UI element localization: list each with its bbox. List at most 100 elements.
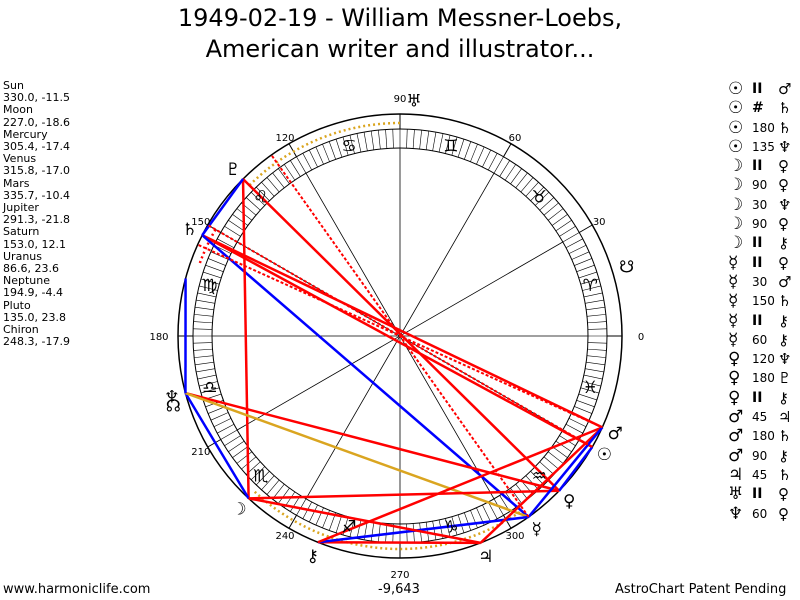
aspect-angle: 180 [752,429,775,444]
degree-tick [464,141,472,160]
planet-name-venus: Venus [3,152,37,166]
degree-tick [582,381,601,387]
degree-tick [583,374,603,380]
degree-tick [217,423,235,434]
aspect-angle: 180 [752,120,775,135]
degree-label: 90 [394,94,407,105]
aspect-line [241,179,250,499]
degree-tick [555,219,572,232]
planet-glyph-mercury: ☿ [531,519,541,539]
degree-tick [504,164,517,181]
degree-label: 210 [191,447,210,458]
aspect-row: ☽ 90 ♀ [728,214,794,234]
aspect-planet2-glyph: ♆ [778,350,792,369]
zodiac-sign-glyph: ♒ [532,466,547,486]
aspect-planet2-glyph: ⚷ [778,388,789,407]
footer-patent: AstroChart Patent Pending [615,582,787,597]
aspect-row: ♃ 45 ♄ [728,464,794,485]
planet-glyph-neptune: ♆ [164,388,179,408]
zodiac-sign-glyph: ♊ [443,137,458,157]
dotted-arc [253,490,523,551]
degree-tick [535,191,550,206]
sign-divider [579,224,593,233]
degree-tick [432,132,437,151]
degree-tick [576,264,595,272]
aspect-angle: II [752,235,763,252]
degree-tick [342,136,349,156]
degree-tick [250,191,265,206]
degree-tick [194,355,214,358]
aspect-planet1-glyph: ☉ [728,79,744,99]
degree-tick [228,219,245,232]
degree-tick [585,368,604,373]
degree-tick [296,498,307,516]
aspect-planet1-glyph: ♃ [728,464,744,485]
degree-tick [194,361,214,366]
aspect-planet2-glyph: ♄ [778,99,792,118]
aspect-angle: 135 [752,139,775,154]
aspect-row: ☽ 30 ♆ [728,195,794,215]
aspect-planet1-glyph: ☿ [728,252,739,273]
planet-coords-mars: 335.7, -10.4 [3,188,70,202]
degree-tick [583,292,603,298]
degree-tick [457,139,465,158]
sign-divider [503,143,512,157]
degree-tick [194,306,214,311]
aspect-angle: 180 [752,371,775,386]
degree-tick [580,278,600,285]
planet-glyph-pluto: ♇ [225,160,240,180]
degree-tick [205,264,224,272]
aspect-line [185,391,530,519]
aspect-planet2-glyph: ⚷ [778,311,789,330]
aspect-planet2-glyph: ♀ [778,485,789,504]
planet-name-jupiter: Jupiter [3,201,39,215]
degree-tick [378,130,381,150]
degree-tick [530,186,545,201]
aspect-planet1-glyph: ☉ [728,136,744,157]
degree-tick [543,202,559,216]
degree-tick [586,306,606,311]
aspect-row: ☉ # ♄ [728,98,794,118]
aspect-row: ☉ II ♂ [728,79,794,99]
degree-tick [322,143,330,162]
degree-tick [250,466,265,481]
degree-tick [587,328,607,330]
aspect-line [201,234,593,449]
planet-coords-moon: 227.0, -18.6 [3,115,70,129]
aspect-row: ☽ II ♀ [728,156,794,176]
planet-coords-neptune: 194.9, -4.4 [3,286,63,300]
degree-tick [551,446,568,458]
aspect-line [201,234,603,429]
degree-tick [328,141,336,160]
aspect-angle: II [752,254,763,271]
aspect-row: ☽ 90 ♀ [728,176,794,196]
aspect-angle: II [752,486,763,503]
planet-coords-mercury: 305.4, -17.4 [3,140,70,154]
sign-divider [288,515,297,529]
degree-tick [568,244,587,254]
aspect-line [185,391,560,492]
footer-website[interactable]: www.harmoniclife.com [3,582,151,597]
aspect-planet2-glyph: ♀ [778,157,789,176]
degree-label: 270 [390,570,409,581]
degree-tick [261,181,275,197]
degree-tick [392,129,394,149]
planet-glyph-venus: ♀ [563,492,575,512]
degree-tick [445,135,451,154]
node-glyph: ☋ [619,258,634,278]
aspect-angle: # [752,100,764,117]
aspect-planet1-glyph: ☿ [728,329,739,350]
degree-tick [236,451,253,464]
aspect-planet2-glyph: ♂ [778,272,792,291]
planet-name-sun: Sun [3,79,24,92]
zodiac-sign-glyph: ♉ [532,188,547,208]
degree-tick [476,146,485,165]
degree-tick [266,479,280,495]
degree-tick [232,446,249,458]
degree-label: 30 [593,217,606,228]
degree-tick [487,501,498,519]
degree-label: 300 [505,531,524,542]
aspect-line [184,392,250,500]
aspect-planet1-glyph: ♅ [728,484,744,505]
degree-tick [565,423,583,434]
